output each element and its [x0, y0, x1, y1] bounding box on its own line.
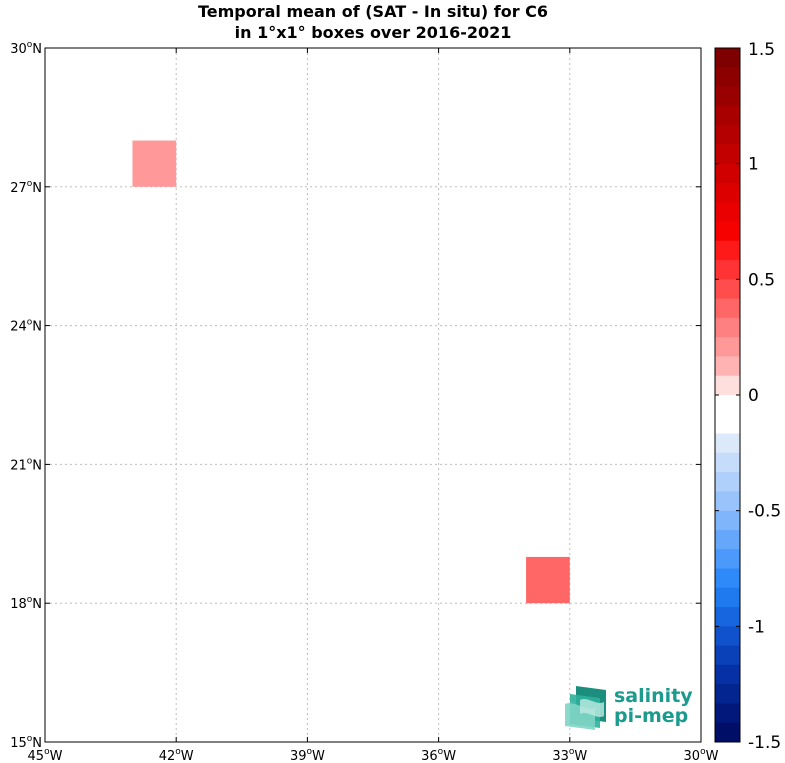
colorbar-swatch-31 [715, 645, 740, 666]
x-tick-label-5: 30oW [684, 747, 719, 763]
y-tick-label-0: 30oN [10, 40, 42, 57]
colorbar-swatch-27 [715, 568, 740, 589]
chart-title-line-2: in 1°x1° boxes over 2016-2021 [235, 23, 512, 42]
colorbar-swatch-16 [715, 356, 740, 377]
y-tick-label-2: 24oN [10, 318, 42, 335]
colorbar-tick-label-2: 0.5 [748, 270, 775, 290]
y-tick-label-4: 18oN [10, 595, 42, 612]
colorbar-swatch-26 [715, 549, 740, 569]
colorbar-swatch-22 [715, 472, 740, 492]
colorbar-swatch-25 [715, 529, 740, 550]
colorbar-swatch-13 [715, 298, 740, 319]
colorbar-swatch-12 [715, 279, 740, 300]
wave-logo-icon [565, 686, 606, 730]
colorbar-swatch-18 [715, 395, 740, 415]
colorbar-tick-label-3: 0 [748, 386, 759, 406]
colorbar-swatch-14 [715, 317, 740, 338]
colorbar-swatch-9 [715, 221, 740, 242]
y-tick-label-3: 21oN [10, 456, 42, 473]
colorbar-swatch-32 [715, 664, 740, 685]
salinity-pi-mep-logo: salinity pi-mep [565, 685, 693, 730]
colorbar-swatch-2 [715, 86, 740, 107]
colorbar-tick-label-0: 1.5 [748, 40, 775, 60]
colorbar-swatch-35 [715, 722, 740, 743]
colorbar-swatch-10 [715, 240, 740, 261]
colorbar: 1.5 1 0.5 0 -0.5 -1 -1.5 [714, 40, 781, 753]
logo-text-pi-mep: pi-mep [614, 705, 688, 727]
axis-ticks: 45oW 42oW 39oW 36oW 33oW 30oW 30oN 27oN 24oN 21oN… [10, 40, 718, 763]
data-cell-0 [132, 140, 177, 187]
colorbar-swatch-7 [715, 182, 740, 203]
colorbar-swatch-5 [715, 144, 740, 165]
colorbar-swatches [715, 48, 740, 743]
colorbar-swatch-23 [715, 491, 740, 512]
y-tick-label-5: 15oN [10, 734, 42, 751]
map-frame [44, 47, 702, 743]
colorbar-swatch-33 [715, 684, 740, 704]
data-cells [132, 140, 570, 604]
colorbar-swatch-29 [715, 607, 740, 627]
x-tick-label-0: 45oW [28, 747, 63, 763]
colorbar-swatch-3 [715, 105, 740, 126]
colorbar-swatch-20 [715, 433, 740, 454]
colorbar-swatch-21 [715, 452, 740, 473]
colorbar-swatch-1 [715, 67, 740, 88]
colorbar-ticks: 1.5 1 0.5 0 -0.5 -1 -1.5 [715, 40, 781, 753]
colorbar-swatch-17 [715, 375, 740, 396]
colorbar-swatch-11 [715, 260, 740, 280]
colorbar-swatch-24 [715, 510, 740, 531]
x-tick-label-3: 36oW [421, 747, 456, 763]
colorbar-tick-label-6: -1.5 [748, 733, 781, 753]
colorbar-swatch-30 [715, 626, 740, 647]
colorbar-tick-label-4: -0.5 [748, 502, 781, 522]
data-cell-1 [526, 556, 570, 604]
colorbar-swatch-4 [715, 125, 740, 145]
colorbar-tick-label-1: 1 [748, 155, 759, 175]
colorbar-swatch-34 [715, 703, 740, 724]
colorbar-swatch-8 [715, 202, 740, 222]
map-plot-area: 45oW 42oW 39oW 36oW 33oW 30oW 30oN 27oN 24oN 21oN… [10, 40, 718, 763]
x-tick-label-1: 42oW [159, 747, 194, 763]
colorbar-swatch-19 [715, 414, 740, 435]
x-tick-label-4: 33oW [552, 747, 587, 763]
colorbar-tick-label-5: -1 [748, 617, 765, 637]
chart-title-line-1: Temporal mean of (SAT - In situ) for C6 [198, 2, 548, 21]
colorbar-swatch-28 [715, 587, 740, 608]
colorbar-swatch-0 [715, 48, 740, 68]
x-tick-label-2: 39oW [290, 747, 325, 763]
logo-text-salinity: salinity [614, 685, 693, 707]
colorbar-swatch-6 [715, 163, 740, 184]
colorbar-swatch-15 [715, 337, 740, 357]
y-tick-label-1: 27oN [10, 179, 42, 196]
